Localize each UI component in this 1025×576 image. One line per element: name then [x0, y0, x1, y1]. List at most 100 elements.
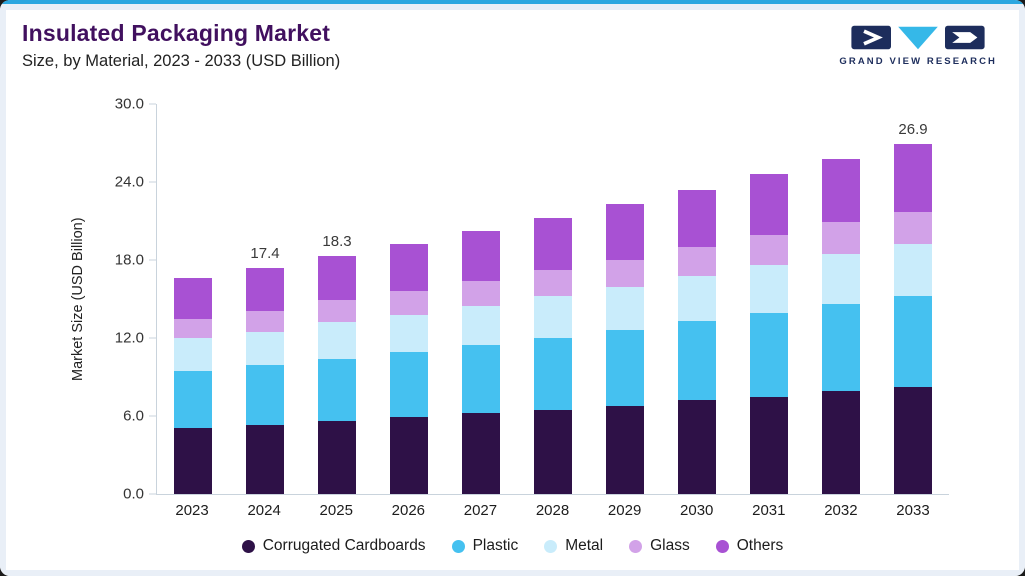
header: Insulated Packaging Market Size, by Mate… [6, 10, 1019, 82]
bar-column-2033: 26.9 [877, 104, 949, 494]
y-tick-mark [149, 493, 156, 495]
x-axis-label: 2029 [607, 502, 642, 519]
insulated-packaging-chart: Market Size (USD Billion) 0.0 6.0 12.0 18.0… [6, 82, 1019, 568]
bar-segment-plastic [750, 313, 788, 397]
bar-segment-corrugated-cardboards [606, 405, 644, 494]
legend-item-glass: Glass [629, 537, 690, 555]
y-tick-label: 12.0 [114, 329, 144, 347]
bar-segment-plastic [822, 304, 860, 392]
bar-segment-others [246, 267, 284, 311]
y-tick-mark [149, 181, 156, 183]
bar-segment-glass [174, 318, 212, 338]
x-axis-labels: 2023 2024 2025 2026 2027 2028 2029 2030 2031 2032… [156, 502, 949, 519]
stacked-bar-2025 [318, 256, 356, 494]
y-tick-label: 0.0 [123, 485, 144, 503]
bar-total-label: 18.3 [322, 233, 352, 251]
bar-segment-corrugated-cardboards [462, 413, 500, 494]
y-tick-mark [149, 415, 156, 417]
bar-segment-others [174, 278, 212, 319]
x-axis-label: 2032 [824, 502, 858, 519]
bar-segment-glass [246, 310, 284, 332]
stacked-bar-2030 [678, 189, 716, 494]
bar-segment-plastic [246, 365, 284, 426]
bar-column-2031: 0 [733, 104, 805, 494]
x-axis-label: 2027 [463, 502, 498, 519]
x-axis-label: 2028 [535, 502, 570, 519]
x-axis-label: 2025 [319, 502, 353, 519]
y-tick: 18.0 [94, 252, 156, 269]
x-axis-label: 2023 [175, 502, 209, 519]
page-title: Insulated Packaging Market [22, 20, 331, 46]
bar-column-2029: 0 [589, 104, 661, 494]
legend-label: Metal [565, 537, 604, 554]
brand-name: GRAND VIEW RESEARCH [839, 56, 997, 67]
brand-logo: GRAND VIEW RESEARCH [839, 24, 997, 67]
y-tick: 0.0 [94, 486, 156, 503]
bar-column-2027: 0 [445, 104, 517, 494]
bar-segment-plastic [318, 358, 356, 422]
bar-segment-glass [750, 235, 788, 266]
bar-segment-glass [822, 222, 860, 254]
y-tick: 30.0 [94, 96, 156, 113]
bar-segment-corrugated-cardboards [318, 421, 356, 494]
bar-segment-plastic [462, 344, 500, 414]
legend-swatch-metal [544, 539, 558, 553]
legend: Corrugated Cardboards Plastic Metal Glass Ot… [6, 537, 1019, 555]
grand-view-research-logo-icon [851, 25, 985, 50]
bar-segment-metal [390, 314, 428, 353]
legend-label: Glass [650, 537, 690, 554]
x-axis-label: 2030 [680, 502, 714, 519]
stacked-bar-2033 [894, 144, 932, 494]
legend-item-plastic: Plastic [451, 537, 518, 555]
stacked-bar-2028 [534, 218, 572, 494]
legend-swatch-others [715, 539, 729, 553]
legend-item-metal: Metal [544, 537, 603, 555]
bar-segment-plastic [894, 296, 932, 388]
bar-segment-others [750, 174, 788, 236]
bar-segment-metal [750, 265, 788, 314]
bar-segment-glass [318, 300, 356, 323]
bar-segment-plastic [534, 338, 572, 410]
bar-column-2028: 0 [517, 104, 589, 494]
bar-segment-metal [678, 275, 716, 322]
top-accent-bar [0, 0, 1025, 4]
bar-segment-glass [390, 291, 428, 315]
stacked-bar-2029 [606, 204, 644, 494]
bar-segment-corrugated-cardboards [750, 396, 788, 494]
legend-label: Others [736, 537, 784, 554]
y-tick-label: 18.0 [114, 251, 144, 269]
bar-segment-glass [534, 270, 572, 297]
legend-item-others: Others [715, 537, 784, 555]
title-block: Insulated Packaging Market Size, by Mate… [22, 20, 340, 71]
bar-segment-metal [174, 338, 212, 371]
bar-segment-others [894, 144, 932, 212]
x-axis-label: 2033 [896, 502, 930, 519]
bar-segment-plastic [174, 370, 212, 428]
bar-segment-plastic [390, 352, 428, 418]
bar-segment-others [462, 231, 500, 281]
bar-segment-others [822, 158, 860, 223]
bar-column-2025: 18.3 [301, 104, 373, 494]
y-tick-mark [149, 337, 156, 339]
y-axis-title: Market Size (USD Billion) [70, 217, 86, 381]
bar-segment-plastic [606, 330, 644, 406]
bar-segment-corrugated-cardboards [678, 400, 716, 494]
y-tick: 6.0 [94, 408, 156, 425]
bar-segment-corrugated-cardboards [174, 427, 212, 494]
legend-swatch-plastic [451, 539, 465, 553]
stacked-bar-2023 [174, 278, 212, 494]
bar-total-label: 17.4 [250, 244, 280, 262]
bar-segment-metal [462, 305, 500, 345]
y-tick-mark [149, 103, 156, 105]
bar-segment-corrugated-cardboards [246, 425, 284, 494]
bar-segment-corrugated-cardboards [390, 417, 428, 494]
y-tick-label: 6.0 [123, 407, 144, 425]
y-tick: 24.0 [94, 174, 156, 191]
bar-segment-corrugated-cardboards [822, 391, 860, 494]
stacked-bar-2031 [750, 174, 788, 494]
page-subtitle: Size, by Material, 2023 - 2033 (USD Bill… [22, 52, 341, 70]
stacked-bar-2027 [462, 231, 500, 494]
bar-segment-corrugated-cardboards [534, 409, 572, 494]
bar-segment-glass [678, 247, 716, 276]
